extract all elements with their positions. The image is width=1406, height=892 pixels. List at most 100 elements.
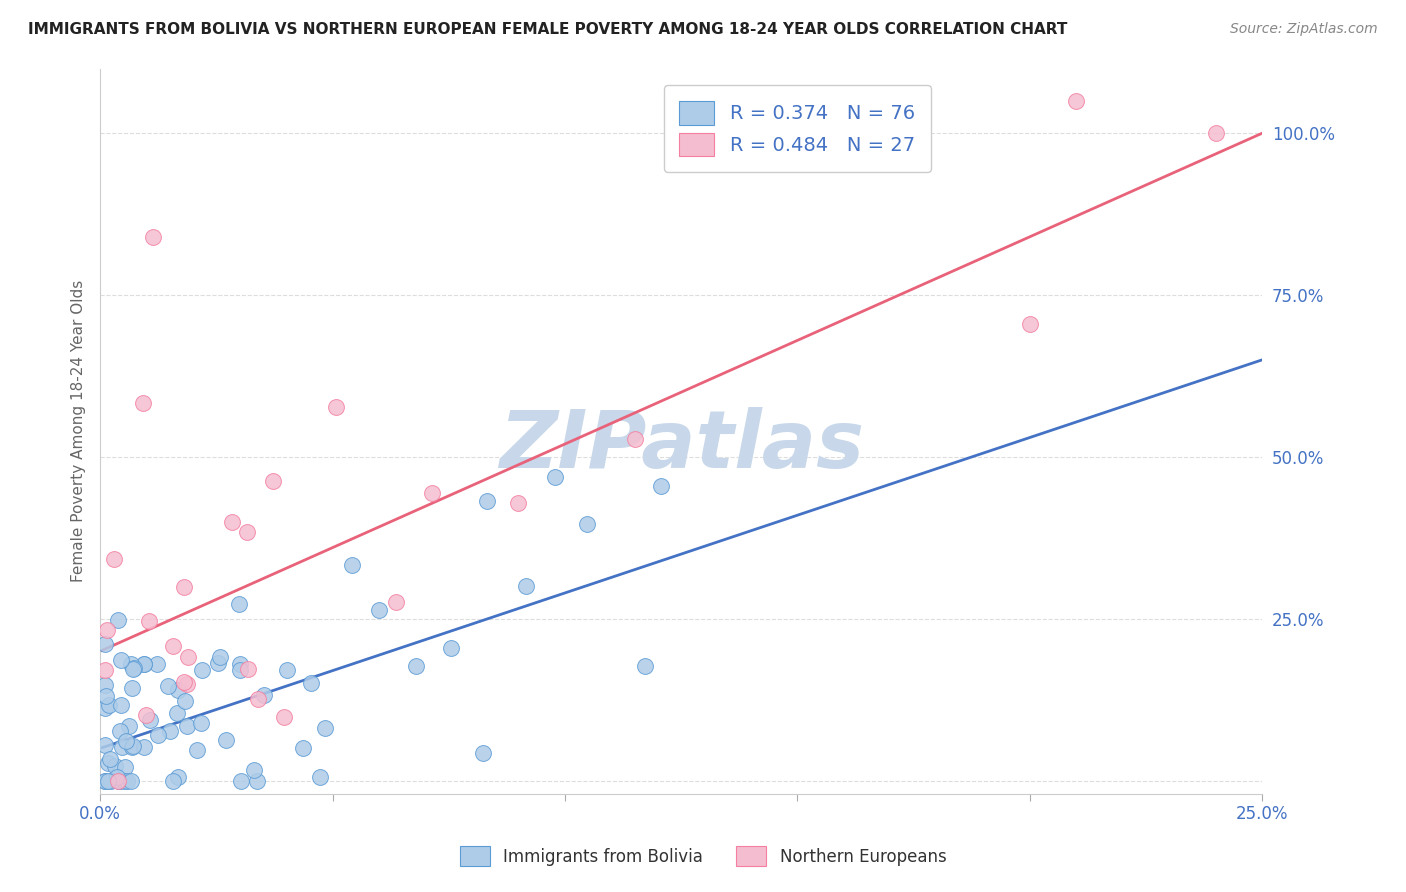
Point	[117, 773, 139, 788]
Point	[107, 613, 129, 627]
Point	[108, 724, 131, 739]
Point	[111, 740, 134, 755]
Point	[440, 641, 463, 656]
Point	[94, 678, 117, 692]
Point	[243, 764, 266, 778]
Point	[575, 516, 598, 531]
Point	[174, 694, 197, 708]
Point	[94, 773, 117, 788]
Point	[120, 657, 142, 672]
Point	[215, 733, 238, 747]
Point	[633, 658, 655, 673]
Point	[235, 524, 257, 539]
Point	[314, 721, 336, 735]
Legend: R = 0.374   N = 76, R = 0.484   N = 27: R = 0.374 N = 76, R = 0.484 N = 27	[664, 86, 931, 172]
Point	[146, 728, 169, 742]
Point	[118, 719, 141, 733]
Point	[228, 598, 250, 612]
Point	[190, 716, 212, 731]
Point	[325, 400, 347, 414]
Point	[94, 738, 117, 752]
Point	[138, 713, 160, 727]
Text: ZIPatlas: ZIPatlas	[499, 407, 863, 484]
Point	[262, 474, 284, 488]
Point	[173, 675, 195, 690]
Point	[94, 701, 117, 715]
Point	[98, 698, 121, 712]
Point	[105, 770, 128, 784]
Point	[420, 486, 443, 500]
Point	[191, 663, 214, 677]
Point	[238, 661, 260, 675]
Point	[299, 676, 322, 690]
Point	[186, 743, 208, 757]
Point	[367, 602, 389, 616]
Point	[97, 773, 120, 788]
Point	[173, 580, 195, 594]
Point	[167, 683, 190, 698]
Point	[1064, 94, 1087, 108]
Point	[229, 657, 252, 672]
Legend: Immigrants from Bolivia, Northern Europeans: Immigrants from Bolivia, Northern Europe…	[451, 838, 955, 875]
Point	[122, 661, 145, 675]
Point	[94, 637, 117, 651]
Point	[114, 773, 136, 788]
Point	[103, 552, 125, 566]
Point	[471, 747, 494, 761]
Point	[94, 773, 117, 788]
Point	[221, 515, 243, 529]
Point	[229, 663, 252, 677]
Point	[623, 432, 645, 446]
Point	[650, 479, 672, 493]
Point	[1018, 318, 1040, 332]
Point	[162, 639, 184, 653]
Point	[110, 698, 132, 712]
Y-axis label: Female Poverty Among 18-24 Year Olds: Female Poverty Among 18-24 Year Olds	[72, 280, 86, 582]
Point	[515, 579, 537, 593]
Point	[120, 773, 142, 788]
Point	[208, 649, 231, 664]
Point	[114, 734, 136, 748]
Point	[166, 770, 188, 784]
Point	[291, 741, 314, 756]
Point	[108, 773, 131, 788]
Point	[162, 773, 184, 788]
Point	[132, 657, 155, 672]
Point	[107, 773, 129, 788]
Point	[385, 595, 408, 609]
Point	[508, 496, 530, 510]
Point	[177, 650, 200, 665]
Point	[107, 773, 129, 788]
Point	[273, 710, 295, 724]
Point	[146, 657, 169, 672]
Point	[207, 657, 229, 671]
Point	[159, 724, 181, 739]
Point	[114, 760, 136, 774]
Point	[96, 689, 118, 703]
Point	[176, 719, 198, 733]
Point	[405, 658, 427, 673]
Point	[121, 739, 143, 754]
Point	[309, 770, 332, 784]
Point	[157, 679, 180, 693]
Point	[342, 558, 364, 573]
Point	[138, 614, 160, 628]
Point	[166, 706, 188, 720]
Point	[276, 663, 298, 677]
Point	[94, 663, 117, 677]
Point	[131, 396, 153, 410]
Point	[229, 773, 252, 788]
Point	[544, 469, 567, 483]
Point	[253, 689, 276, 703]
Point	[122, 739, 145, 753]
Point	[110, 653, 132, 667]
Point	[96, 623, 118, 637]
Point	[1205, 126, 1227, 140]
Point	[176, 676, 198, 690]
Point	[141, 230, 163, 244]
Point	[121, 681, 143, 696]
Point	[97, 756, 120, 771]
Point	[100, 773, 122, 788]
Point	[475, 494, 498, 508]
Text: Source: ZipAtlas.com: Source: ZipAtlas.com	[1230, 22, 1378, 37]
